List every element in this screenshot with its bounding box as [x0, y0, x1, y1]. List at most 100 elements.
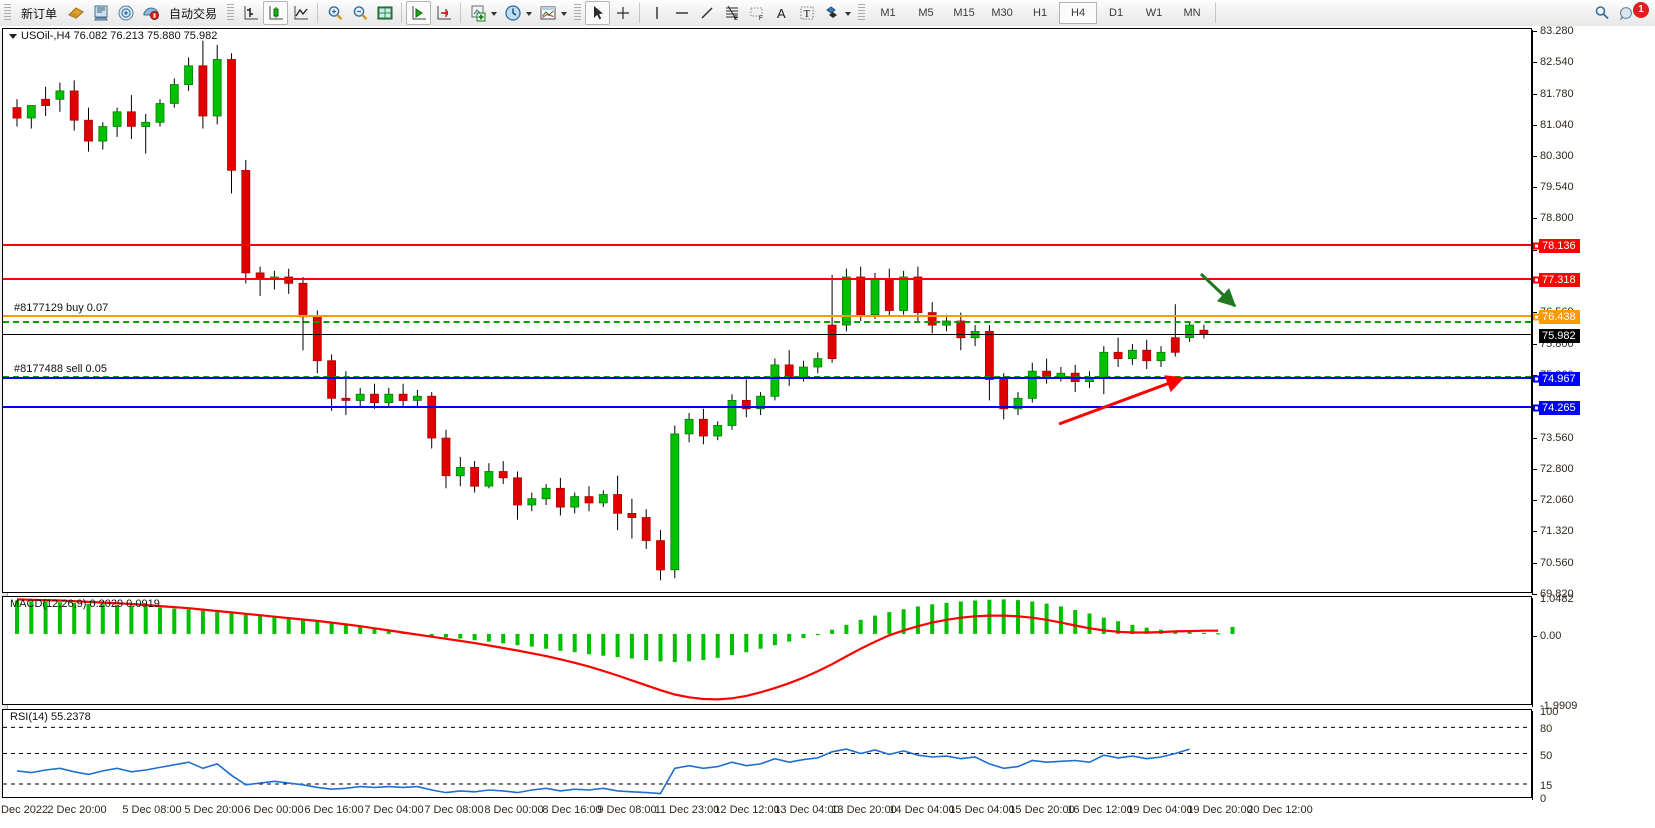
macd-pane[interactable]: MACD(12,26,9) 0.2029 0.0919 — [2, 596, 1532, 705]
signals-icon[interactable] — [113, 1, 138, 25]
bar-chart-icon[interactable] — [238, 1, 263, 25]
time-axis-label: 5 Dec 20:00 — [184, 804, 244, 816]
zoom-in-icon[interactable] — [322, 1, 347, 25]
macd-axis-label: 1.0482 — [1540, 593, 1574, 605]
level-line-current-price[interactable] — [3, 334, 1531, 336]
time-axis-label: 6 Dec 16:00 — [304, 804, 364, 816]
chart-collapse-arrow-icon[interactable] — [9, 34, 17, 39]
add-indicator-icon[interactable] — [465, 1, 490, 25]
timeframe-h1[interactable]: H1 — [1033, 7, 1048, 19]
toolbar-grip-2[interactable] — [227, 4, 235, 22]
axis-tick — [1532, 437, 1537, 439]
chart-workspace[interactable]: USOil-,H4 76.082 76.213 75.880 75.982 #8… — [0, 25, 1655, 828]
price-tag-handle-buy-position[interactable] — [1533, 313, 1540, 321]
price-candles-layer — [12, 40, 1209, 581]
trendline-icon[interactable] — [694, 1, 719, 25]
toolbar-grip-4[interactable] — [858, 4, 866, 22]
level-line-resistance-lower[interactable] — [3, 278, 1531, 281]
price-tag-current-price[interactable]: 75.982 — [1539, 329, 1580, 344]
period-caret-icon[interactable] — [526, 12, 533, 16]
buy-tp-dash[interactable] — [3, 320, 1531, 323]
shift-end-icon[interactable] — [406, 1, 432, 25]
data-window-icon[interactable] — [88, 1, 113, 25]
macd-axis-label: -1.9909 — [1540, 700, 1578, 712]
candlestick-chart-icon[interactable] — [263, 1, 289, 25]
period-icon[interactable] — [500, 1, 525, 25]
price-tag-handle-resistance-lower[interactable] — [1533, 276, 1540, 284]
channel-icon[interactable]: F — [744, 1, 769, 25]
text-icon[interactable]: A — [769, 1, 794, 25]
timeframe-w1[interactable]: W1 — [1145, 7, 1163, 19]
shapes-icon[interactable] — [819, 1, 844, 25]
vertical-line-icon[interactable] — [644, 1, 669, 25]
time-axis-label: 8 Dec 16:00 — [542, 804, 602, 816]
crosshair-icon[interactable] — [610, 1, 635, 25]
cursor-icon[interactable] — [585, 1, 611, 25]
axis-label: 79.540 — [1540, 181, 1574, 194]
horizontal-line-icon[interactable] — [669, 1, 694, 25]
autotrade-button[interactable]: 自动交易 — [164, 1, 222, 25]
axis-tick — [1532, 343, 1537, 345]
price-tag-handle-resistance-upper[interactable] — [1533, 242, 1540, 250]
notification-badge[interactable]: 1 — [1633, 1, 1649, 18]
price-tag-handle-support-lower[interactable] — [1533, 404, 1540, 412]
axis-tick — [1532, 594, 1537, 595]
level-line-support-lower[interactable] — [3, 406, 1531, 409]
axis-tick — [1532, 563, 1537, 564]
tile-windows-icon[interactable] — [372, 1, 397, 25]
time-axis-label: 6 Dec 00:00 — [244, 804, 304, 816]
level-line-buy-position[interactable] — [3, 315, 1531, 318]
price-tag-handle-support-upper[interactable] — [1533, 375, 1540, 383]
rsi-pane[interactable]: RSI(14) 55.2378 — [2, 709, 1532, 798]
level-line-resistance-upper[interactable] — [3, 244, 1531, 247]
price-tag-resistance-upper[interactable]: 78.136 — [1539, 239, 1580, 254]
alerts-icon[interactable] — [1614, 1, 1639, 25]
time-axis-label: 12 Dec 12:00 — [714, 804, 780, 816]
search-icon[interactable] — [1589, 1, 1614, 25]
shapes-caret-icon[interactable] — [845, 12, 852, 16]
price-axis[interactable]: 83.280 82.540 81.780 81.040 80.300 79.540 78.8… — [1532, 25, 1655, 805]
add-indicator-caret-icon[interactable] — [491, 12, 498, 16]
price-tag-resistance-lower[interactable]: 77.318 — [1539, 273, 1580, 288]
level-line-support-upper[interactable] — [3, 376, 1531, 379]
new-order-button[interactable]: 新订单 — [16, 1, 62, 25]
rsi-pane-inner: RSI(14) 55.2378 — [3, 710, 1531, 797]
timeframe-mn[interactable]: MN — [1183, 7, 1201, 19]
timeframe-m1[interactable]: M1 — [880, 7, 896, 19]
templates-icon[interactable] — [535, 1, 560, 25]
toolbar-grip-3[interactable] — [574, 4, 582, 22]
price-tag-support-lower[interactable]: 74.265 — [1539, 401, 1580, 416]
rsi-title: RSI(14) 55.2378 — [10, 711, 91, 723]
toolbar-separator-3 — [460, 3, 462, 23]
timeframe-m15[interactable]: M15 — [953, 7, 975, 19]
axis-tick — [1532, 312, 1537, 314]
macd-plot-layer — [15, 598, 1235, 701]
axis-tick — [1532, 93, 1537, 95]
timeframe-d1[interactable]: D1 — [1109, 7, 1124, 19]
timeframe-m30[interactable]: M30 — [991, 7, 1013, 19]
autotrade-icon[interactable] — [138, 1, 163, 25]
time-axis-label: 16 Dec 12:00 — [1067, 804, 1133, 816]
timeframe-h4[interactable]: H4 — [1059, 2, 1098, 24]
price-tag-buy-position[interactable]: 76.438 — [1539, 310, 1580, 325]
axis-label: 81.780 — [1540, 87, 1574, 100]
time-axis-label: 7 Dec 04:00 — [364, 804, 424, 816]
timeframe-m5[interactable]: M5 — [918, 7, 934, 19]
rsi-axis-label: 0 — [1540, 793, 1547, 805]
time-axis-label: 9 Dec 08:00 — [597, 804, 657, 816]
line-chart-icon[interactable] — [288, 1, 313, 25]
auto-scroll-icon[interactable] — [431, 1, 456, 25]
templates-caret-icon[interactable] — [561, 12, 568, 16]
expert-advisor-icon[interactable] — [63, 1, 88, 25]
time-axis-label: 15 Dec 20:00 — [1009, 804, 1075, 816]
toolbar-grip[interactable] — [4, 4, 11, 22]
down-arrow-annotation — [1199, 272, 1237, 308]
fibonacci-icon[interactable]: E — [719, 1, 744, 25]
price-tag-support-upper[interactable]: 74.967 — [1539, 371, 1580, 386]
price-chart-pane[interactable]: USOil-,H4 76.082 76.213 75.880 75.982 #8… — [2, 28, 1532, 593]
axis-tick — [1532, 155, 1537, 157]
time-axis-label: 15 Dec 04:00 — [949, 804, 1015, 816]
text-label-icon[interactable]: T — [794, 1, 819, 25]
zoom-out-icon[interactable] — [347, 1, 372, 25]
